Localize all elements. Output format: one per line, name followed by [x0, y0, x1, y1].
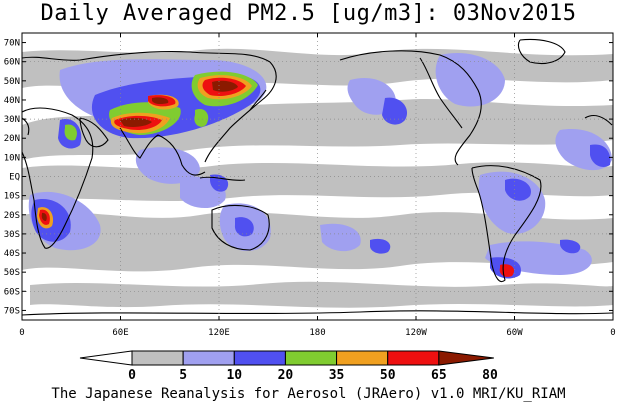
aerosol-band-blue-9 [560, 239, 581, 254]
coast-south-asia [119, 127, 206, 176]
aerosol-band-blue-4 [505, 178, 531, 201]
aerosol-band-blue-3 [382, 97, 408, 125]
aerosol-band-lightblue-5 [435, 52, 505, 107]
aerosol-band-gray-4 [30, 281, 613, 308]
colorbar-label: 20 [278, 368, 294, 383]
colorbar-segment [131, 350, 184, 366]
latitude-label: 50S [4, 268, 20, 278]
map-title: Daily Averaged PM2.5 [ug/m3]: 03Nov2015 [40, 1, 577, 26]
latitude-label: 10S [4, 192, 20, 202]
coast-indonesia [199, 176, 246, 181]
aerosol-band-lightblue-9 [135, 147, 200, 184]
latitude-label: 30S [4, 230, 20, 240]
latitude-label: 50N [4, 77, 20, 87]
coast-north-america [339, 50, 482, 166]
aerosol-band-blue-10 [234, 217, 254, 237]
aerosol-band-green-2 [64, 124, 77, 141]
aerosol-band-darkred-1 [212, 80, 238, 92]
longitude-labels: 0 60E 120E 180 120W 60W 0 [19, 33, 616, 338]
colorbar-label: 80 [482, 368, 498, 383]
latitude-label: 40S [4, 249, 20, 259]
coast-west-africa-edge [584, 115, 613, 126]
aerosol-band-darkred-0 [120, 117, 152, 127]
colorbar-labels: 0 5 10 20 35 50 65 80 [128, 368, 498, 383]
coast-africa [21, 107, 94, 249]
longitude-label: 120E [208, 328, 230, 338]
longitude-label: 0 [19, 328, 24, 338]
coast-greenland [517, 38, 566, 65]
graticule [22, 33, 613, 320]
colorbar-label: 50 [380, 368, 396, 383]
coast-australia [211, 204, 270, 251]
coast-japan [249, 89, 267, 111]
colorbar-label: 10 [226, 368, 242, 383]
longitude-label: 60W [506, 328, 523, 338]
coast-eurasia [21, 51, 277, 163]
aerosol-band-green-3 [194, 109, 209, 127]
latitude-label: 10N [4, 153, 20, 163]
aerosol-band-lightblue-10 [320, 223, 361, 252]
colorbar-segment [284, 350, 338, 366]
aerosol-band-blue-5 [590, 144, 611, 167]
colorbar-segment [387, 350, 440, 366]
coast-south-america [471, 165, 542, 283]
latitude-label: 70N [4, 39, 20, 49]
pm25-concentration-field [22, 48, 613, 308]
coast-antarctica [21, 310, 614, 316]
longitude-label: 0 [610, 328, 615, 338]
latitude-label: 60N [4, 58, 20, 68]
colorbar-label: 5 [179, 368, 187, 383]
colorbar-under-triangle [79, 350, 133, 366]
longitude-label: 60E [112, 328, 128, 338]
colorbar [79, 350, 494, 366]
colorbar-label: 35 [329, 368, 345, 383]
latitude-labels: 70N 60N 50N 40N 30N 20N 10N EQ 10S 20S 30S 40S 50S 60… [4, 39, 613, 316]
longitude-label: 180 [309, 328, 325, 338]
latitude-label: EQ [9, 173, 20, 183]
coastlines [21, 38, 614, 316]
colorbar-segment [182, 350, 235, 366]
colorbar-over-triangle [438, 350, 494, 366]
latitude-label: 40N [4, 96, 20, 106]
latitude-label: 60S [4, 287, 20, 297]
aerosol-band-darkred-3 [41, 212, 47, 221]
longitude-label: 120W [405, 328, 427, 338]
coast-na-west [419, 57, 463, 129]
aerosol-band-darkred-2 [152, 97, 169, 105]
colorbar-label: 0 [128, 368, 136, 383]
latitude-label: 20N [4, 134, 20, 144]
latitude-label: 30N [4, 115, 20, 125]
latitude-label: 70S [4, 306, 20, 316]
footer-credit: The Japanese Reanalysis for Aerosol (JRA… [51, 386, 566, 402]
aerosol-band-blue-7 [370, 238, 391, 254]
coast-arabia [79, 117, 109, 148]
colorbar-segment [233, 350, 286, 366]
colorbar-label: 65 [431, 368, 447, 383]
latitude-label: 20S [4, 211, 20, 221]
colorbar-segment [336, 350, 389, 366]
